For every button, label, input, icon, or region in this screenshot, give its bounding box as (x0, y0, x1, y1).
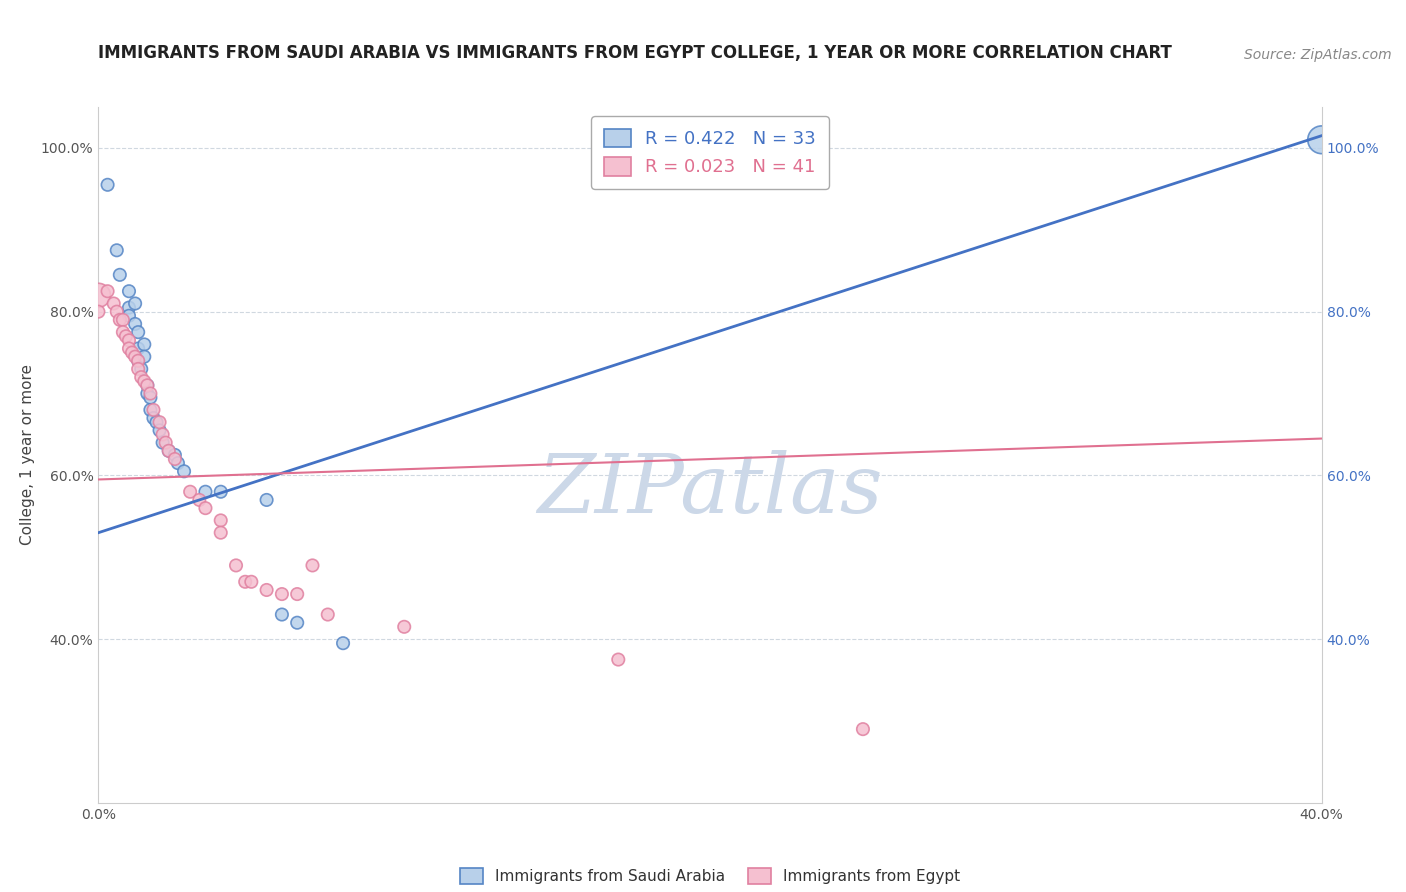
Point (392, 620, 416, 634)
Point (145, 415, 167, 429)
Point (118, 334, 141, 348)
Point (149, 423, 172, 437)
Point (134, 337, 156, 351)
Point (167, 456, 190, 470)
Point (124, 317, 146, 331)
Point (118, 284, 141, 298)
Point (852, 722, 875, 736)
Point (163, 448, 186, 462)
Point (115, 329, 138, 343)
Point (139, 386, 162, 401)
Point (233, 574, 256, 589)
Point (256, 582, 278, 597)
Point (152, 427, 174, 442)
Point (270, 587, 292, 601)
Point (136, 378, 159, 392)
Point (209, 484, 232, 499)
Point (111, 325, 134, 339)
Point (136, 378, 159, 392)
Point (127, 353, 149, 368)
Legend: Immigrants from Saudi Arabia, Immigrants from Egypt: Immigrants from Saudi Arabia, Immigrants… (451, 859, 969, 892)
Point (129, 370, 152, 384)
Point (121, 345, 143, 359)
Point (118, 342, 141, 356)
Point (127, 353, 149, 368)
Point (285, 587, 308, 601)
Point (97, 284, 120, 298)
Point (118, 309, 141, 323)
Point (139, 391, 162, 405)
Point (209, 525, 232, 540)
Point (194, 484, 217, 499)
Point (111, 313, 134, 327)
Point (188, 492, 211, 507)
Point (157, 443, 180, 458)
Point (87, 304, 110, 318)
Text: IMMIGRANTS FROM SAUDI ARABIA VS IMMIGRANTS FROM EGYPT COLLEGE, 1 YEAR OR MORE CO: IMMIGRANTS FROM SAUDI ARABIA VS IMMIGRAN… (98, 45, 1173, 62)
Point (97, 178, 120, 192)
Point (157, 443, 180, 458)
Point (124, 296, 146, 310)
Point (136, 386, 159, 401)
Point (127, 362, 149, 376)
Point (142, 403, 165, 417)
Point (225, 558, 247, 573)
Point (173, 464, 195, 478)
Point (108, 313, 131, 327)
Point (134, 350, 156, 364)
Point (105, 304, 128, 318)
Point (607, 652, 630, 666)
Point (134, 374, 156, 388)
Point (152, 435, 174, 450)
Point (194, 501, 217, 516)
Point (129, 362, 152, 376)
Point (87, 288, 110, 302)
Point (155, 435, 177, 450)
Point (108, 268, 131, 282)
Y-axis label: College, 1 year or more: College, 1 year or more (20, 365, 35, 545)
Point (163, 452, 186, 467)
Point (240, 574, 263, 589)
Point (139, 403, 162, 417)
Point (127, 342, 149, 356)
Point (301, 558, 323, 573)
Point (316, 607, 339, 622)
Point (332, 636, 354, 650)
Point (179, 484, 201, 499)
Point (103, 296, 125, 310)
Point (1310, 133, 1333, 147)
Text: ZIPatlas: ZIPatlas (537, 450, 883, 530)
Point (270, 607, 292, 622)
Point (285, 615, 308, 630)
Text: Source: ZipAtlas.com: Source: ZipAtlas.com (1244, 48, 1392, 62)
Point (142, 411, 165, 425)
Point (118, 301, 141, 315)
Point (149, 415, 172, 429)
Point (209, 513, 232, 527)
Point (127, 325, 149, 339)
Point (124, 350, 146, 364)
Point (256, 492, 278, 507)
Point (105, 244, 128, 258)
